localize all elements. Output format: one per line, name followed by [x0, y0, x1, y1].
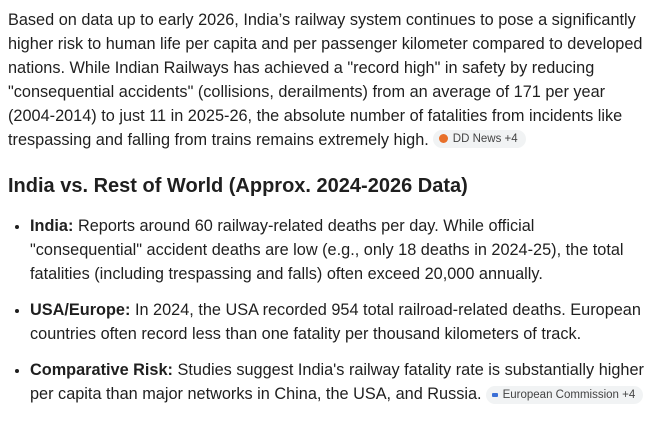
source-label: European Commission +4: [502, 389, 636, 401]
bullet: Comparative Risk: Studies suggest India'…: [30, 358, 644, 406]
bullet: India: Reports around 60 railway-related…: [30, 214, 644, 286]
heading: India vs. Rest of World (Approx. 2024-20…: [8, 175, 468, 197]
answer: Based on data up to early 2026, India’s …: [0, 0, 652, 406]
bullet-text: Studies suggest India's railway fatality…: [30, 361, 644, 403]
bullet-label: USA/Europe:: [30, 301, 131, 319]
bullet-label: Comparative Risk:: [30, 361, 173, 379]
bullet-label: India:: [30, 217, 74, 235]
intro-paragraph: Based on data up to early 2026, India’s …: [8, 8, 644, 152]
source-chip[interactable]: European Commission +4: [485, 386, 644, 404]
bullet-list: India: Reports around 60 railway-related…: [8, 214, 644, 406]
source-chip[interactable]: DD News +4: [432, 129, 526, 148]
bullet-text: In 2024, the USA recorded 954 total rail…: [30, 301, 641, 343]
bullet: USA/Europe: In 2024, the USA recorded 95…: [30, 298, 644, 346]
intro-text: Based on data up to early 2026, India’s …: [8, 11, 643, 149]
source-icon: [438, 134, 448, 143]
source-label: DD News +4: [452, 132, 518, 145]
source-icon: [491, 393, 498, 397]
bullet-text: Reports around 60 railway-related deaths…: [30, 217, 624, 283]
